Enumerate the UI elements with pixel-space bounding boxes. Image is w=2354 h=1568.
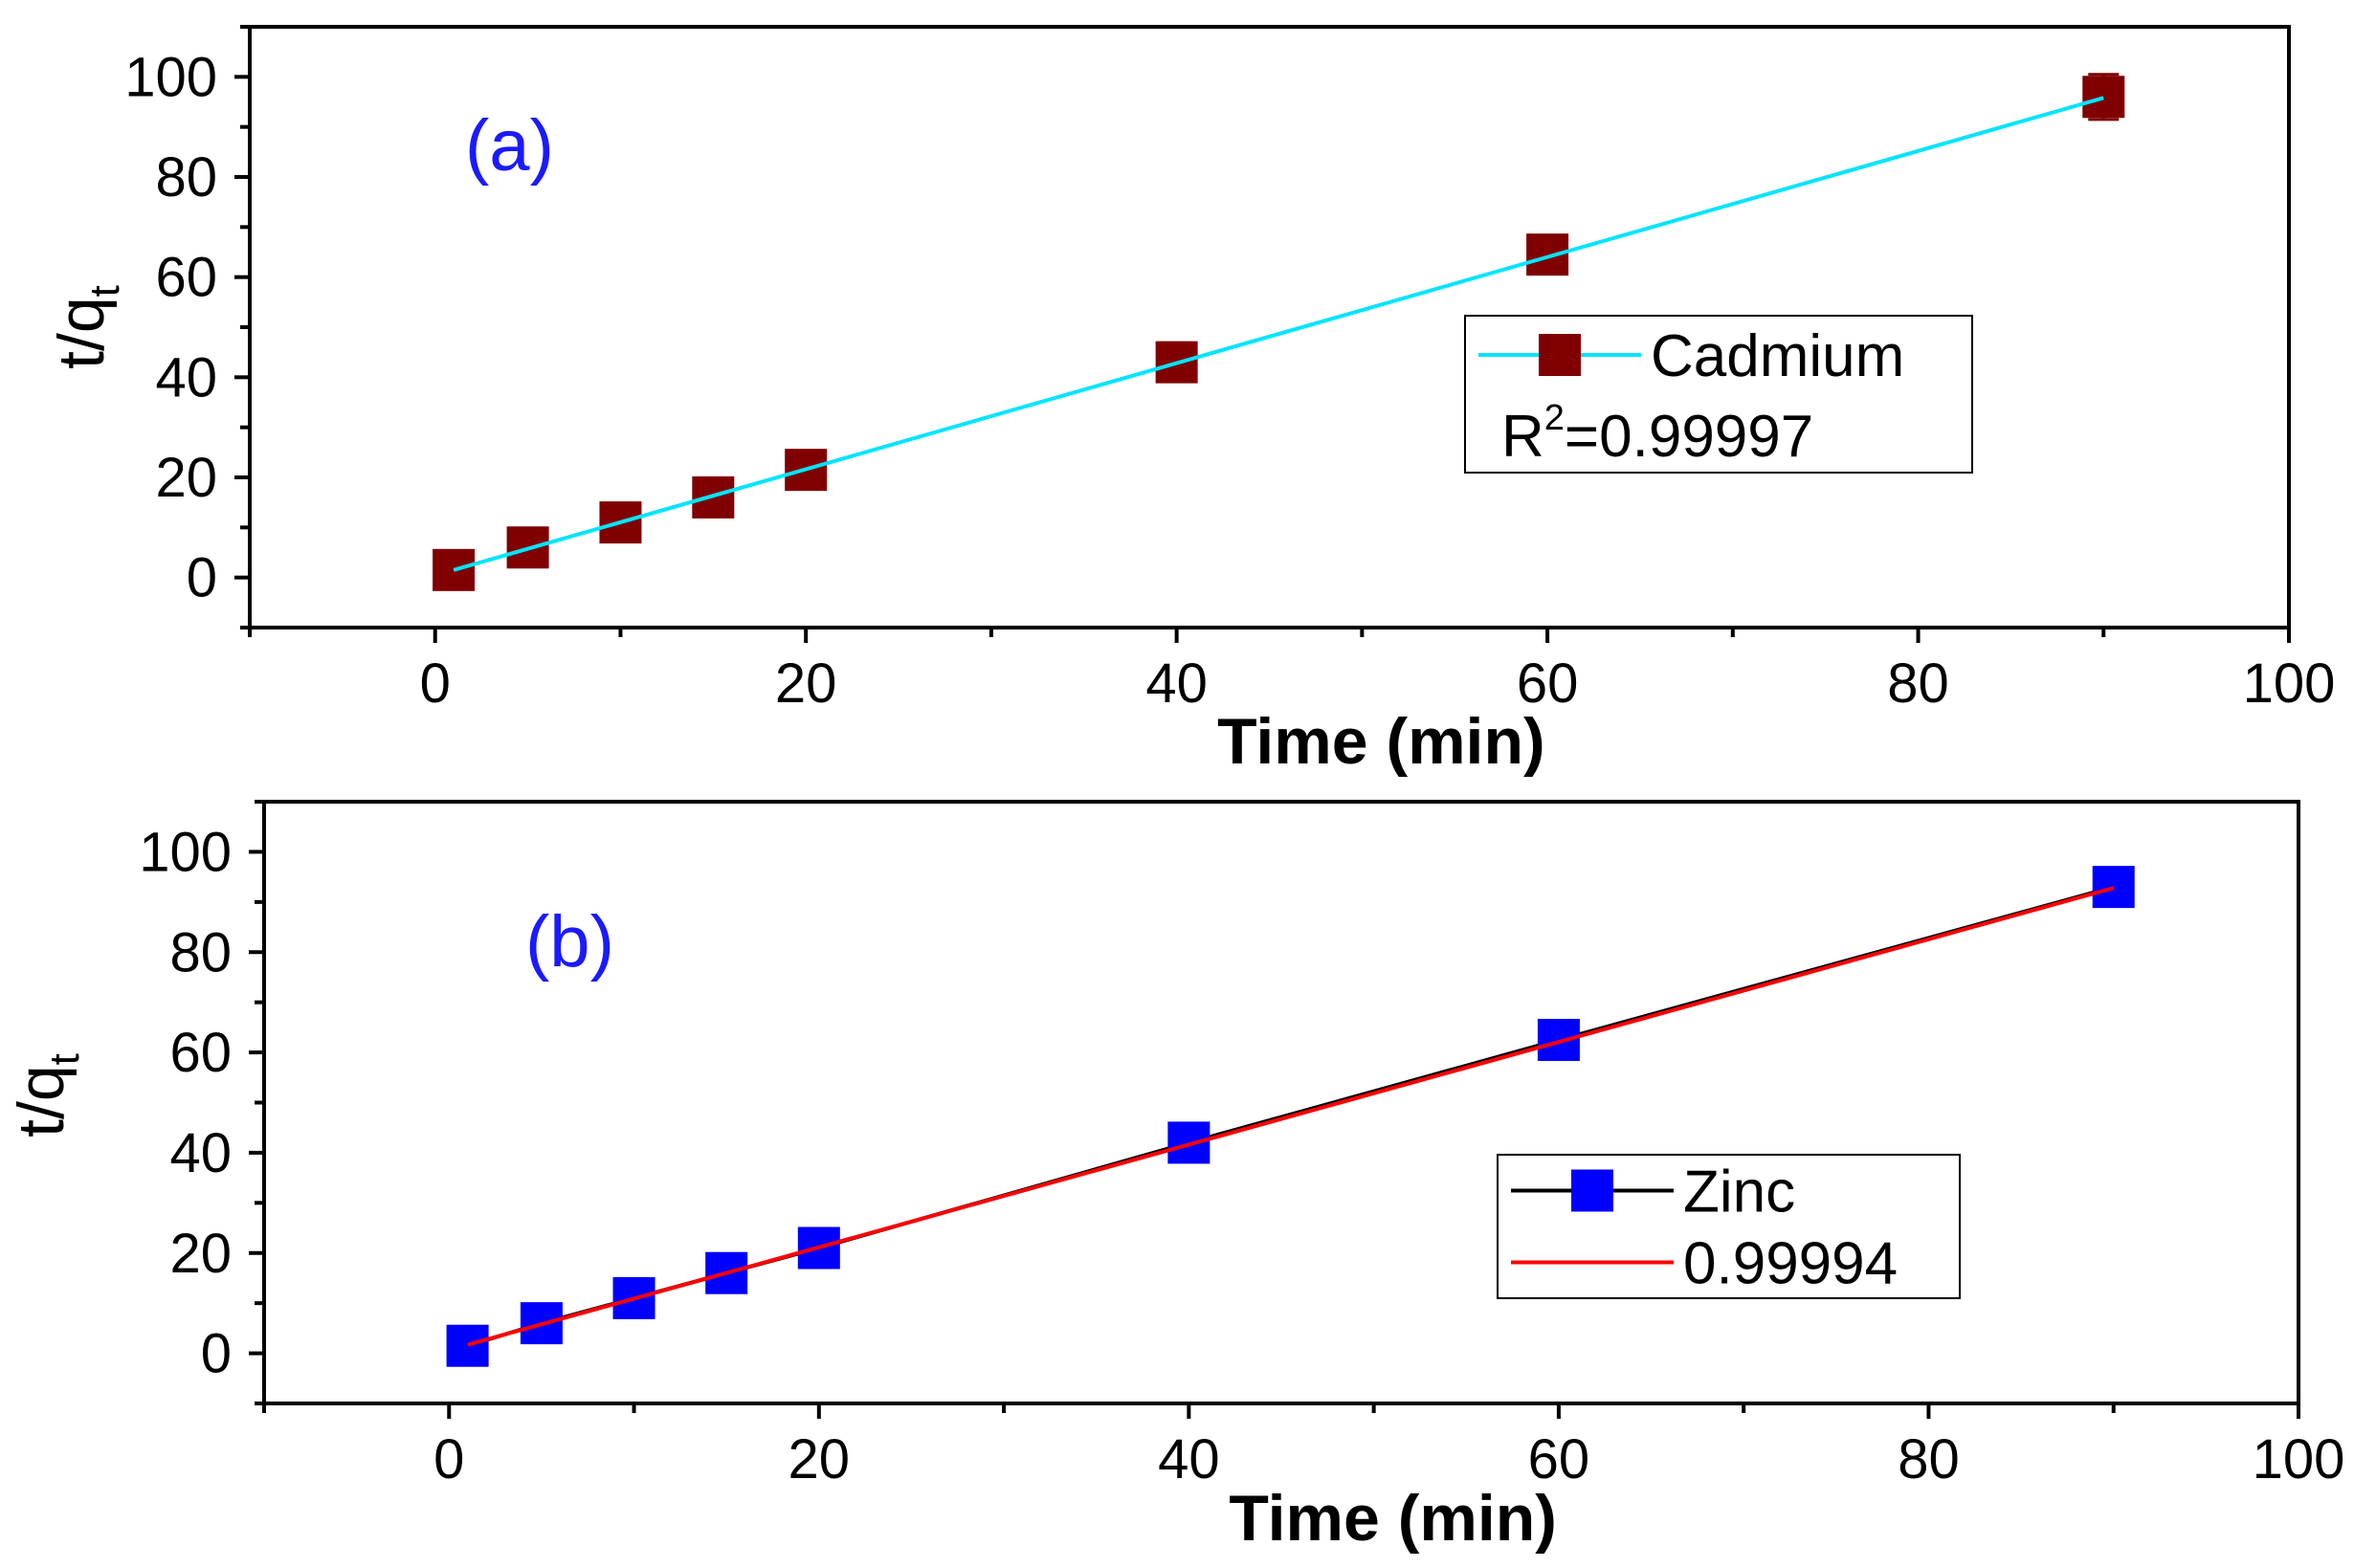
y-axis-title: t/qt bbox=[5, 1053, 88, 1137]
panel-a: 0 20 40 60 80 100 0 20 40 60 80 100 Time (min) t/qt (a… bbox=[45, 25, 2336, 778]
x-axis-title: Time (min) bbox=[1229, 1482, 1557, 1555]
legend-marker bbox=[1539, 334, 1581, 376]
y-tick-label: 20 bbox=[155, 447, 217, 509]
r2-value: =0.99997 bbox=[1565, 404, 1813, 470]
y-tick-label: 60 bbox=[155, 247, 217, 309]
panel-b: 0 20 40 60 80 100 0 20 40 60 80 100 Time (min) t/qt (b… bbox=[5, 800, 2345, 1555]
y-axis-title-subscript: t bbox=[41, 1053, 88, 1065]
data-point bbox=[446, 1324, 489, 1367]
x-tick-label: 60 bbox=[1528, 1428, 1590, 1491]
legend: Cadmium R2=0.99997 bbox=[1464, 315, 1973, 474]
x-tick-label: 40 bbox=[1145, 652, 1208, 715]
legend-r-squared: R2=0.99997 bbox=[1501, 398, 1813, 470]
r2-superscript: 2 bbox=[1544, 398, 1565, 438]
legend-label: 0.99994 bbox=[1683, 1231, 1898, 1297]
x-tick-label: 60 bbox=[1517, 652, 1579, 715]
x-tick-label: 80 bbox=[1898, 1428, 1960, 1491]
legend-marker bbox=[1571, 1169, 1613, 1212]
fit-line bbox=[453, 96, 2104, 572]
x-axis-title: Time (min) bbox=[1217, 705, 1545, 778]
panel-label: (a) bbox=[465, 105, 554, 187]
y-tick-label: 80 bbox=[169, 921, 232, 983]
x-tick-label: 100 bbox=[2253, 1428, 2345, 1491]
legend-label: Cadmium bbox=[1651, 323, 1904, 389]
y-tick-label: 40 bbox=[155, 346, 217, 409]
r2-prefix: R bbox=[1501, 404, 1544, 470]
fit-line bbox=[467, 886, 2115, 1347]
y-tick-label: 100 bbox=[139, 821, 232, 883]
x-tick-label: 20 bbox=[775, 652, 837, 715]
x-tick-label: 40 bbox=[1158, 1428, 1220, 1491]
y-axis-title-main: t/q bbox=[5, 1065, 78, 1137]
y-axis-title-main: t/q bbox=[45, 297, 118, 369]
x-tick-label: 80 bbox=[1887, 652, 1949, 715]
y-tick-label: 20 bbox=[169, 1223, 232, 1285]
y-axis-title: t/qt bbox=[45, 285, 128, 369]
plot-frame bbox=[248, 25, 2291, 629]
y-tick-label: 0 bbox=[201, 1323, 232, 1385]
panel-label: (b) bbox=[525, 901, 614, 983]
plot-frame bbox=[262, 800, 2300, 1405]
y-axis-title-subscript: t bbox=[81, 285, 128, 297]
legend-label: Zinc bbox=[1683, 1159, 1795, 1226]
x-tick-label: 0 bbox=[433, 1428, 464, 1491]
data-point bbox=[2092, 866, 2135, 909]
x-tick-label: 20 bbox=[788, 1428, 851, 1491]
data-point bbox=[2082, 76, 2125, 119]
y-tick-label: 100 bbox=[124, 46, 217, 108]
y-tick-label: 0 bbox=[187, 547, 217, 609]
y-tick-label: 40 bbox=[169, 1122, 232, 1184]
x-tick-label: 0 bbox=[420, 652, 451, 715]
data-point bbox=[1537, 1018, 1580, 1061]
y-tick-label: 60 bbox=[169, 1022, 232, 1084]
x-tick-label: 100 bbox=[2243, 652, 2336, 715]
y-tick-label: 80 bbox=[155, 146, 217, 209]
